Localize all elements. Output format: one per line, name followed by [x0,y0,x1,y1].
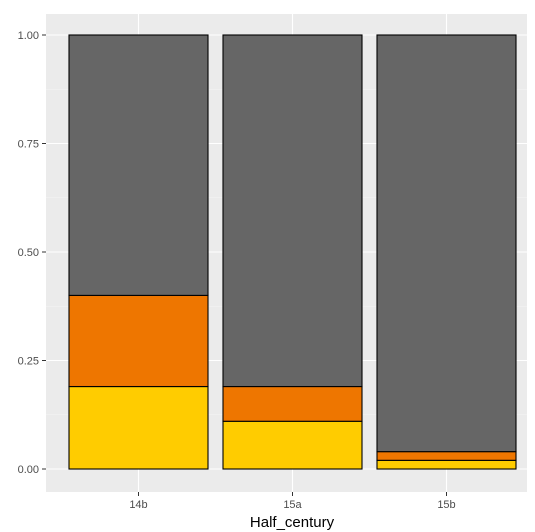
bar-segment-15a-1 [222,385,363,422]
x-tick-label: 14b [129,499,147,511]
x-tick-label: 15b [437,499,455,511]
x-tick-label: 15a [283,499,302,511]
bar-segment-15b-0 [376,459,517,470]
y-axis: 0.00 0.25 0.50 0.75 1.00 [18,30,46,476]
y-tick-label: 0.25 [18,356,39,368]
bars [68,34,517,470]
bar-segment-14b-2 [68,34,209,296]
y-tick-label: 0.50 [18,247,39,259]
bar-segment-15a-0 [222,420,363,470]
bar-segment-14b-0 [68,385,209,470]
bar-segment-15b-2 [376,34,517,453]
y-tick-label: 1.00 [18,30,39,42]
y-tick-label: 0.00 [18,464,39,476]
bar-segment-15b-1 [376,451,517,461]
x-axis: 14b 15a 15b [129,492,456,511]
x-axis-title: Half_century [250,514,335,531]
bar-segment-14b-1 [68,294,209,388]
y-tick-label: 0.75 [18,139,39,151]
bar-segment-15a-2 [222,34,363,388]
